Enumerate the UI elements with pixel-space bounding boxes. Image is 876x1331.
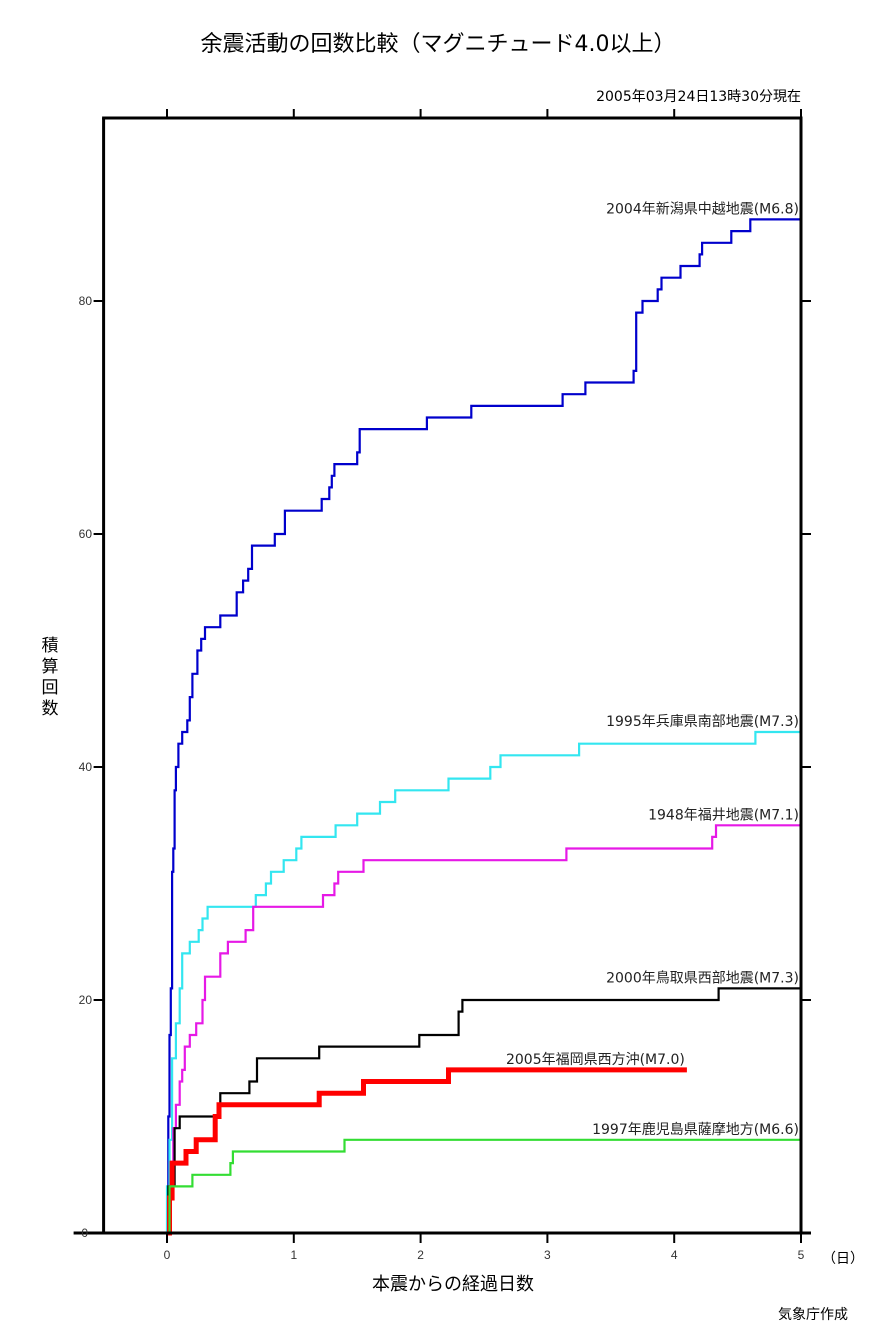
x-tick-label: 0 xyxy=(164,1248,171,1262)
x-axis-label: 本震からの経過日数 xyxy=(372,1274,534,1295)
x-tick-label: 4 xyxy=(671,1248,678,1262)
series-line-2 xyxy=(167,824,801,1235)
y-tick-label: 0 xyxy=(81,1226,88,1240)
series-line-3 xyxy=(167,987,801,1235)
series-line-0 xyxy=(167,218,801,1235)
axes-frame xyxy=(73,116,811,1235)
series-label-5: 1997年鹿児島県薩摩地方(M6.6) xyxy=(592,1121,799,1138)
series-label-0: 2004年新潟県中越地震(M6.8) xyxy=(606,201,799,217)
tick-layer: 0 1 2 3 4 5 0 20 40 60 80 xyxy=(79,109,811,1262)
y-tick-label: 20 xyxy=(79,993,93,1007)
x-tick-label: 2 xyxy=(417,1248,424,1262)
series-label-layer: 2004年新潟県中越地震(M6.8) 1995年兵庫県南部地震(M7.3) 1948… xyxy=(506,201,799,1137)
series-label-4: 2005年福岡県西方沖(M7.0) xyxy=(506,1052,685,1068)
chart-title: 余震活動の回数比較（マグニチュード4.0以上） xyxy=(200,32,676,57)
y-axis-label-char: 積 xyxy=(41,636,59,656)
x-axis-unit: （日） xyxy=(822,1251,864,1267)
series-label-2: 1948年福井地震(M7.1) xyxy=(648,807,799,823)
y-axis-label-char: 数 xyxy=(41,699,59,719)
series-line-4 xyxy=(167,1067,687,1236)
series-label-3: 2000年鳥取県西部地震(M7.3) xyxy=(606,970,799,986)
y-axis-label: 積算回数 xyxy=(40,636,60,720)
y-axis-label-char: 回 xyxy=(41,678,59,698)
y-tick-label: 60 xyxy=(79,527,93,541)
x-tick-label: 1 xyxy=(290,1248,297,1262)
y-tick-label: 80 xyxy=(79,294,93,308)
timestamp-note: 2005年03月24日13時30分現在 xyxy=(596,89,801,105)
y-tick-label: 40 xyxy=(79,760,93,774)
series-line-1 xyxy=(165,730,801,1233)
x-tick-label: 5 xyxy=(798,1248,805,1262)
series-layer xyxy=(165,218,801,1236)
series-label-1: 1995年兵庫県南部地震(M7.3) xyxy=(606,713,799,730)
y-axis-label-char: 算 xyxy=(41,657,59,677)
series-line-5 xyxy=(167,1138,801,1235)
x-tick-label: 3 xyxy=(544,1248,551,1262)
credit-text: 気象庁作成 xyxy=(778,1307,848,1323)
